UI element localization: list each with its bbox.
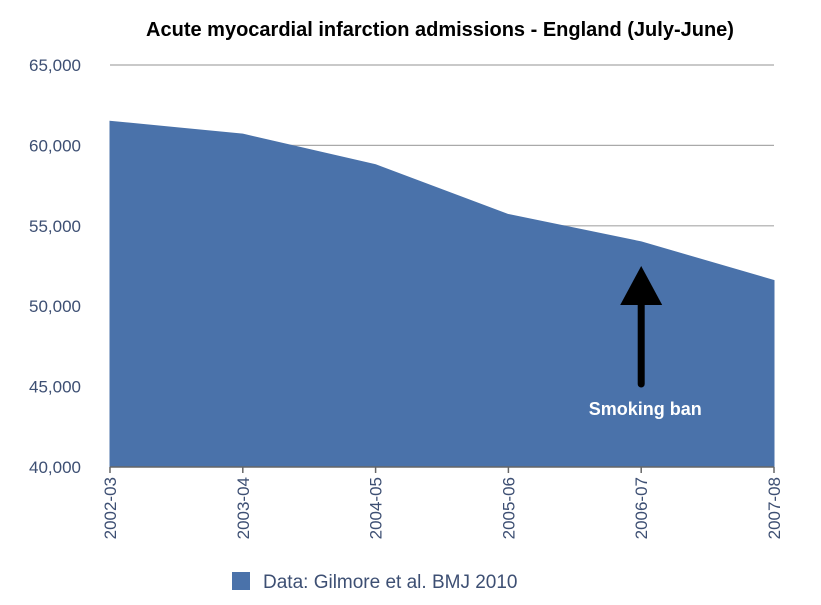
area-layer	[109, 120, 775, 468]
axis-layer: 40,000 45,000 50,000 55,000 60,000 65,000 2002…	[29, 56, 784, 539]
annotation-label: Smoking ban	[589, 399, 702, 419]
y-tick-label: 60,000	[29, 136, 81, 155]
y-tick-label: 65,000	[29, 56, 81, 75]
y-tick-label: 45,000	[29, 378, 81, 397]
x-tick-label: 2002-03	[101, 477, 120, 539]
y-tick-label: 40,000	[29, 458, 81, 477]
x-tick-label: 2003-04	[234, 477, 253, 539]
x-tick-label: 2005-06	[499, 477, 518, 539]
x-tick-label: 2006-07	[632, 477, 651, 539]
chart-title: Acute myocardial infarction admissions -…	[146, 19, 734, 41]
y-tick-label: 55,000	[29, 217, 81, 236]
legend: Data: Gilmore et al. BMJ 2010	[232, 572, 518, 593]
x-tick-label: 2007-08	[765, 477, 784, 539]
legend-swatch	[232, 572, 250, 590]
annotation-layer: Smoking ban	[589, 265, 702, 419]
x-tick-label: 2004-05	[367, 477, 386, 539]
annotation-arrow-head	[620, 265, 663, 305]
y-tick-label: 50,000	[29, 297, 81, 316]
legend-label: Data: Gilmore et al. BMJ 2010	[263, 572, 518, 593]
